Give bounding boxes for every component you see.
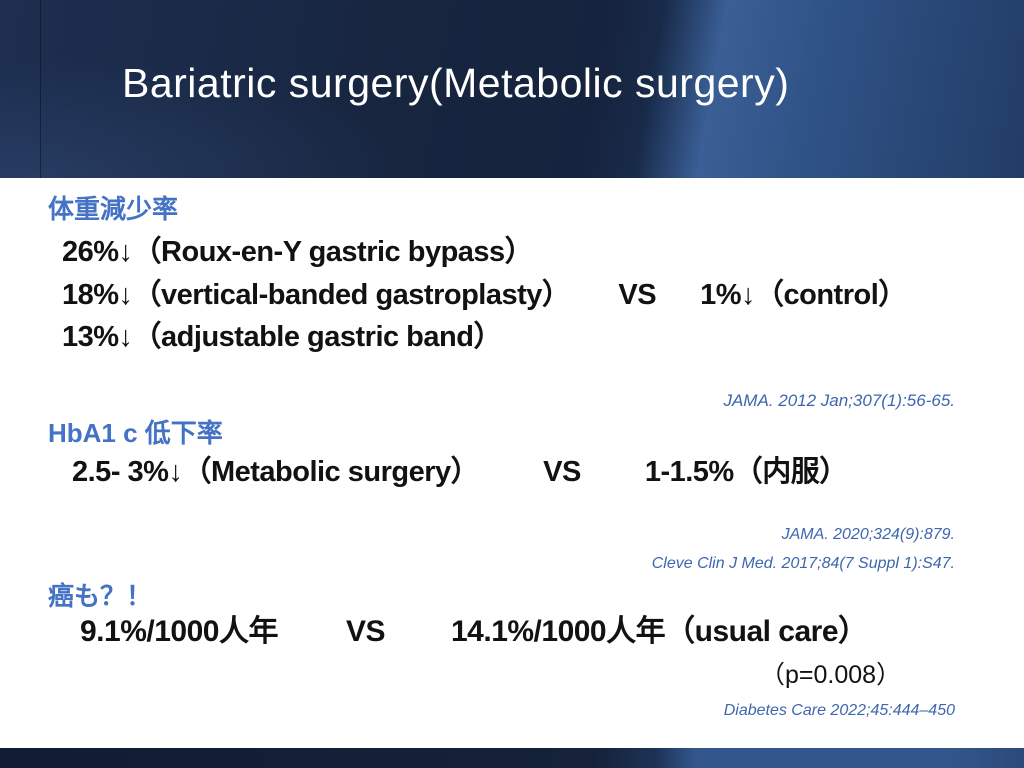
- p-value: （p=0.008）: [760, 661, 902, 689]
- vs-label-weight-loss: VS: [618, 279, 657, 311]
- reference-jama-2020: JAMA. 2020;324(9):879.: [781, 526, 955, 543]
- cancer-usual-care-incidence: 14.1%/1000人年（usual care）: [450, 615, 868, 648]
- vs-label-cancer: VS: [345, 615, 386, 648]
- reference-jama-2012: JAMA. 2012 Jan;307(1):56-65.: [723, 391, 955, 410]
- hba1c-medication-value: 1-1.5%（内服）: [644, 456, 848, 488]
- weight-loss-line-gastric-bypass: 26%↓（Roux-en-Y gastric bypass）: [62, 236, 534, 268]
- header-seam-line: [40, 0, 41, 178]
- weight-loss-control-value: 1%↓（control）: [700, 279, 907, 311]
- section-heading-hba1c-reduction: HbA1 c 低下率: [48, 418, 223, 448]
- hba1c-surgery-value: 2.5- 3%↓（Metabolic surgery）: [72, 456, 480, 488]
- vs-label-hba1c: VS: [543, 456, 581, 488]
- reference-diabetes-care-2022: Diabetes Care 2022;45:444–450: [723, 702, 955, 719]
- hba1c-line-surgery-vs-medication: 2.5- 3%↓（Metabolic surgery） VS 1-1.5%（内服…: [72, 456, 848, 489]
- weight-loss-gastroplasty-value: 18%↓（vertical-banded gastroplasty）: [62, 279, 571, 311]
- slide-title: Bariatric surgery(Metabolic surgery): [122, 60, 790, 106]
- slide-header: Bariatric surgery(Metabolic surgery): [0, 0, 1024, 178]
- footer-bar: [0, 748, 1024, 768]
- cancer-line-surgery-vs-usual-care: 9.1%/1000人年 VS 14.1%/1000人年（usual care）: [80, 615, 868, 648]
- header-gradient-glow: [0, 58, 420, 178]
- section-heading-weight-loss-rate: 体重減少率: [48, 194, 179, 224]
- reference-cleve-clin-j-med-2017: Cleve Clin J Med. 2017;84(7 Suppl 1):S47…: [651, 555, 955, 572]
- weight-loss-line-gastroplasty-vs-control: 18%↓（vertical-banded gastroplasty） VS 1%…: [62, 279, 907, 312]
- weight-loss-line-gastric-band: 13%↓（adjustable gastric band）: [62, 321, 502, 353]
- cancer-surgery-incidence: 9.1%/1000人年: [80, 615, 278, 648]
- section-heading-cancer: 癌も？！: [48, 581, 153, 611]
